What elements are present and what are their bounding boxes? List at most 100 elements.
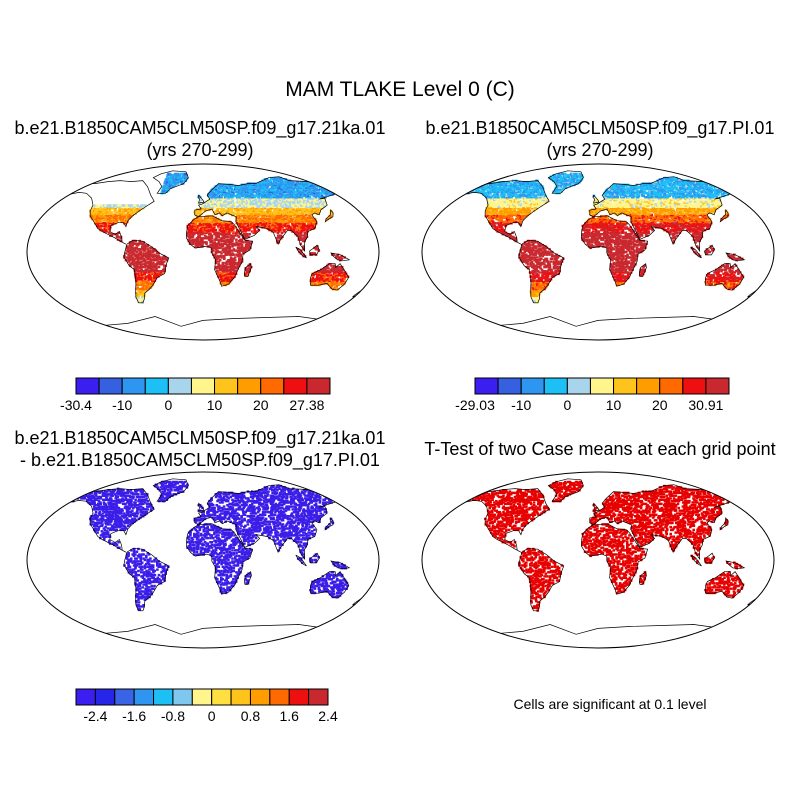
grid-cell: [248, 190, 252, 193]
grid-cell: [537, 252, 540, 255]
grid-cell: [142, 259, 145, 262]
grid-cell: [691, 248, 695, 251]
grid-cell: [525, 261, 528, 265]
grid-cell: [556, 256, 560, 259]
grid-cell: [545, 253, 549, 256]
grid-cell: [231, 252, 234, 255]
grid-cell: [342, 186, 345, 189]
grid-cell: [552, 265, 556, 269]
grid-cell: [203, 231, 207, 234]
grid-cell: [280, 191, 283, 195]
grid-cell: [536, 290, 539, 293]
grid-cell: [555, 256, 558, 259]
grid-cell: [326, 217, 330, 221]
grid-cell: [163, 268, 166, 271]
grid-cell: [339, 280, 343, 284]
grid-cell: [633, 256, 636, 259]
grid-cell: [101, 207, 105, 210]
grid-cell: [533, 290, 537, 293]
grid-cell: [613, 271, 617, 274]
grid-cell: [127, 248, 130, 251]
grid-cell: [334, 186, 337, 189]
grid-cell: [156, 270, 160, 273]
grid-cell: [188, 234, 192, 237]
grid-cell: [137, 275, 140, 278]
coastline-africa: [186, 215, 254, 287]
grid-cell: [147, 256, 151, 259]
grid-cell: [331, 183, 335, 187]
grid-cell: [236, 222, 240, 225]
grid-cell: [229, 270, 232, 273]
grid-cell: [533, 264, 537, 267]
grid-cell: [296, 220, 299, 224]
grid-cell: [279, 228, 282, 232]
grid-cell: [710, 280, 714, 284]
grid-cell: [531, 244, 535, 247]
grid-cell: [149, 260, 152, 263]
grid-cell: [94, 219, 98, 222]
grid-cell: [283, 228, 286, 232]
grid-cell: [715, 279, 718, 282]
grid-cell: [310, 222, 314, 225]
grid-cell: [237, 235, 241, 239]
grid-cell: [207, 220, 211, 224]
grid-cell: [331, 278, 334, 281]
grid-cell: [123, 215, 126, 218]
grid-cell: [95, 209, 99, 213]
grid-cell: [220, 197, 223, 200]
grid-cell: [530, 249, 533, 252]
grid-cell: [279, 178, 282, 181]
grid-cell: [613, 263, 617, 266]
grid-cell: [538, 244, 542, 247]
grid-cell: [131, 207, 135, 210]
grid-cell: [168, 174, 171, 177]
grid-cell: [135, 253, 138, 256]
grid-cell: [269, 190, 272, 193]
grid-cell: [224, 183, 227, 187]
grid-cell: [97, 213, 101, 217]
grid-cell: [539, 289, 543, 292]
grid-cell: [537, 296, 540, 299]
grid-cell: [322, 189, 325, 192]
grid-cell: [523, 260, 527, 263]
grid-cell: [281, 226, 284, 229]
grid-cell: [601, 242, 605, 245]
grid-cell: [291, 202, 295, 206]
grid-cell: [626, 245, 629, 248]
grid-cell: [729, 270, 733, 273]
grid-cell: [248, 233, 251, 236]
grid-cell: [526, 263, 530, 266]
grid-cell: [113, 216, 117, 219]
grid-cell: [250, 226, 254, 229]
grid-cell: [297, 197, 300, 200]
grid-cell: [212, 200, 215, 203]
grid-cell: [231, 245, 234, 248]
grid-cell: [194, 242, 197, 245]
grid-cell: [128, 259, 132, 262]
grid-cell: [229, 272, 232, 276]
grid-cell: [619, 271, 622, 274]
grid-cell: [534, 271, 537, 274]
grid-cell: [231, 226, 235, 229]
grid-cell: [326, 264, 329, 267]
grid-cell: [525, 246, 528, 250]
grid-cell: [328, 216, 332, 219]
grid-cell: [314, 196, 318, 199]
grid-cell: [267, 220, 270, 224]
grid-cell: [149, 275, 152, 278]
grid-cell: [203, 237, 207, 240]
grid-cell: [724, 278, 728, 281]
grid-cell: [252, 183, 256, 187]
grid-cell: [221, 223, 224, 226]
grid-cell: [705, 249, 709, 252]
grid-cell: [560, 259, 564, 262]
grid-cell: [197, 220, 200, 224]
grid-cell: [282, 217, 285, 221]
grid-cell: [268, 219, 271, 222]
grid-cell: [141, 297, 144, 300]
grid-cell: [607, 249, 610, 252]
grid-cell: [270, 228, 274, 232]
grid-cell: [270, 196, 273, 199]
grid-cell: [714, 280, 718, 284]
grid-cell: [231, 276, 235, 280]
